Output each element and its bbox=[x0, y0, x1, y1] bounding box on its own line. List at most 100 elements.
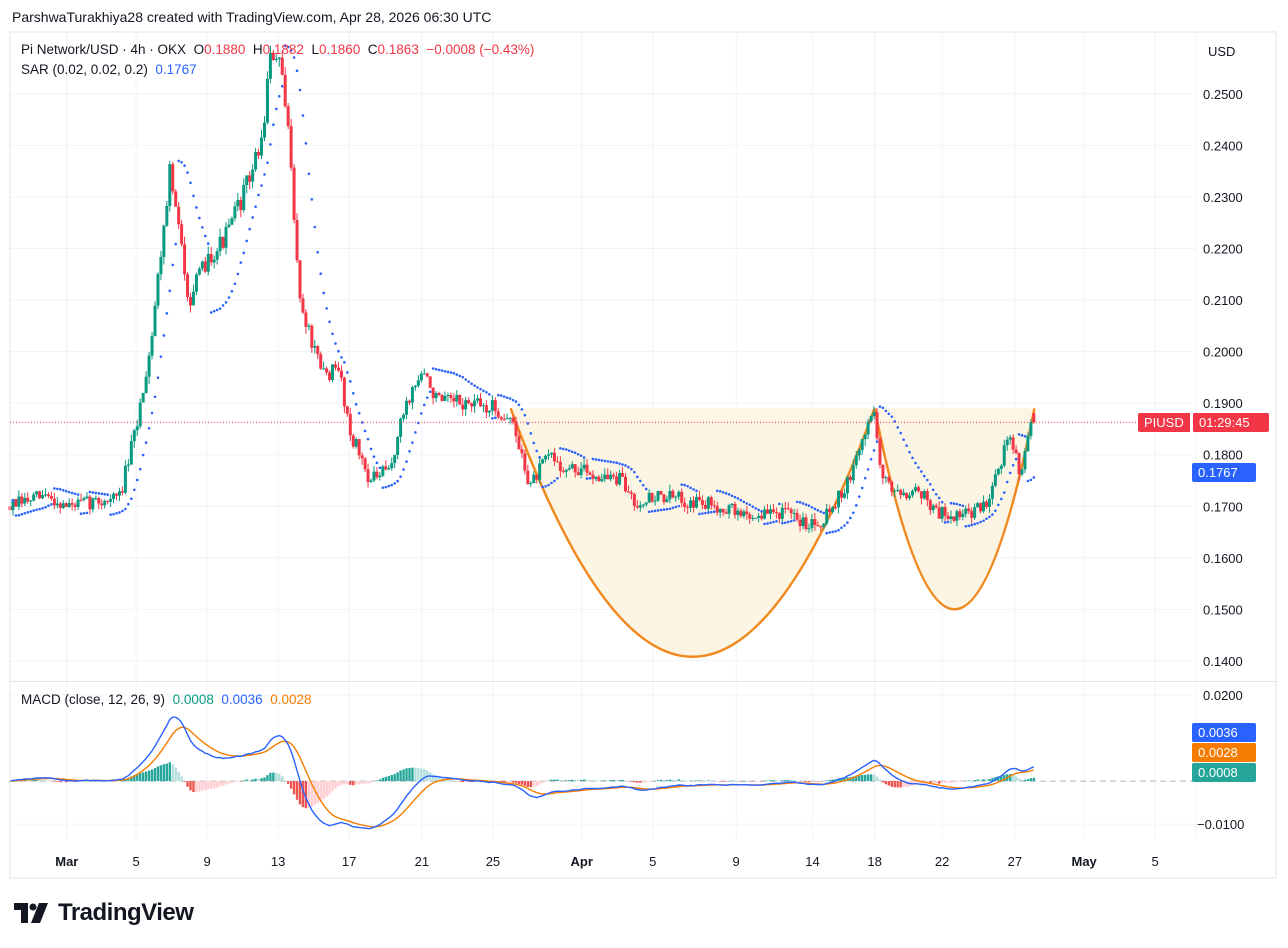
sar-dot bbox=[591, 457, 595, 461]
time-axis-tick: 14 bbox=[805, 854, 819, 869]
macd-histogram-bar bbox=[816, 781, 820, 782]
sar-dot bbox=[532, 441, 536, 445]
macd-histogram-bar bbox=[520, 781, 524, 785]
sar-dot bbox=[902, 438, 905, 441]
candle bbox=[215, 251, 219, 260]
candle bbox=[792, 512, 796, 514]
candle bbox=[955, 511, 959, 521]
candle bbox=[703, 504, 707, 509]
macd-histogram-bar bbox=[991, 778, 994, 782]
tradingview-logo[interactable]: TradingView bbox=[14, 899, 194, 927]
macd-histogram-bar bbox=[1000, 775, 1003, 782]
sar-dot bbox=[638, 479, 642, 483]
candle bbox=[777, 512, 781, 519]
candle bbox=[795, 512, 799, 520]
candle bbox=[1014, 449, 1018, 454]
candle bbox=[120, 491, 124, 493]
macd-legend[interactable]: MACD (close, 12, 26, 9) 0.0008 0.0036 0.… bbox=[21, 692, 312, 707]
macd-histogram-bar bbox=[251, 779, 254, 782]
sar-dot bbox=[751, 505, 755, 508]
macd-histogram-bar bbox=[872, 774, 876, 782]
candle bbox=[603, 474, 607, 480]
sar-dot bbox=[547, 483, 550, 487]
candle bbox=[905, 492, 909, 499]
macd-histogram-bar bbox=[831, 779, 834, 782]
sar-dot bbox=[606, 460, 610, 463]
price-axis-tick: 0.2400 bbox=[1203, 138, 1243, 153]
sar-dot bbox=[556, 476, 559, 480]
candle bbox=[946, 515, 950, 519]
macd-histogram-bar bbox=[322, 781, 325, 799]
sar-dot bbox=[384, 485, 388, 489]
macd-histogram-bar bbox=[304, 781, 308, 809]
candle bbox=[29, 500, 33, 502]
sar-dot bbox=[899, 431, 902, 435]
macd-histogram-bar bbox=[505, 781, 509, 783]
macd-histogram-bar bbox=[917, 781, 920, 785]
macd-histogram-bar bbox=[627, 781, 630, 782]
candle bbox=[887, 477, 891, 482]
sar-dot bbox=[224, 301, 228, 304]
candle bbox=[375, 471, 379, 478]
sar-dot bbox=[378, 466, 382, 470]
sar-dot bbox=[280, 84, 284, 88]
candle bbox=[245, 175, 249, 185]
macd-histogram-bar bbox=[387, 775, 390, 782]
macd-histogram-bar bbox=[363, 781, 367, 784]
sar-dot bbox=[135, 478, 139, 482]
macd-histogram-bar bbox=[547, 780, 550, 782]
sar-dot bbox=[946, 520, 950, 524]
sar-dot bbox=[550, 481, 553, 485]
macd-histogram-bar bbox=[458, 781, 461, 782]
candle bbox=[23, 497, 27, 504]
candle bbox=[70, 503, 74, 505]
sar-dot bbox=[704, 511, 707, 515]
macd-histogram-bar bbox=[781, 780, 784, 782]
candle bbox=[162, 225, 166, 257]
macd-histogram-bar bbox=[278, 774, 281, 782]
macd-histogram-bar bbox=[230, 781, 234, 783]
sar-dot bbox=[186, 171, 189, 174]
time-axis-tick: 9 bbox=[733, 854, 740, 869]
macd-histogram-bar bbox=[449, 780, 453, 782]
candle bbox=[390, 463, 394, 469]
candle bbox=[709, 497, 713, 506]
sar-legend[interactable]: SAR (0.02, 0.02, 0.2) 0.1767 bbox=[21, 62, 197, 77]
macd-histogram-bar bbox=[375, 780, 379, 782]
macd-label: MACD (close, 12, 26, 9) bbox=[21, 692, 166, 707]
macd-histogram-bar bbox=[562, 780, 565, 782]
candle bbox=[632, 494, 636, 506]
time-axis-tick: Mar bbox=[55, 854, 78, 869]
macd-histogram-bar bbox=[852, 776, 855, 782]
sar-dot bbox=[56, 487, 59, 491]
candle bbox=[943, 507, 947, 516]
sar-dot bbox=[970, 523, 974, 527]
macd-histogram-bar bbox=[127, 778, 130, 782]
sar-dot bbox=[1005, 480, 1009, 484]
sar-dot bbox=[840, 526, 843, 530]
sar-dot bbox=[452, 371, 456, 375]
candle bbox=[869, 416, 873, 422]
sar-dot bbox=[263, 173, 266, 176]
macd-histogram-bar bbox=[976, 779, 979, 782]
candle bbox=[153, 305, 157, 337]
candle bbox=[64, 503, 68, 507]
macd-histogram-bar bbox=[591, 780, 595, 782]
macd-histogram-bar bbox=[1029, 778, 1033, 782]
candle bbox=[11, 499, 15, 511]
macd-histogram-bar bbox=[289, 781, 293, 789]
sar-dot bbox=[266, 161, 269, 165]
candle bbox=[227, 224, 231, 227]
candle bbox=[949, 516, 953, 519]
candle bbox=[884, 477, 888, 479]
candle bbox=[919, 491, 923, 499]
symbol-name[interactable]: Pi Network/USD · 4h · OKX bbox=[21, 42, 187, 57]
macd-histogram-bar bbox=[573, 779, 577, 782]
candle bbox=[683, 502, 687, 507]
macd-axis-tick: −0.0100 bbox=[1197, 817, 1244, 832]
candle bbox=[638, 505, 642, 508]
macd-histogram-bar bbox=[44, 780, 47, 782]
macd-histogram-bar bbox=[133, 775, 136, 782]
price-axis-tick: 0.2200 bbox=[1203, 242, 1243, 257]
